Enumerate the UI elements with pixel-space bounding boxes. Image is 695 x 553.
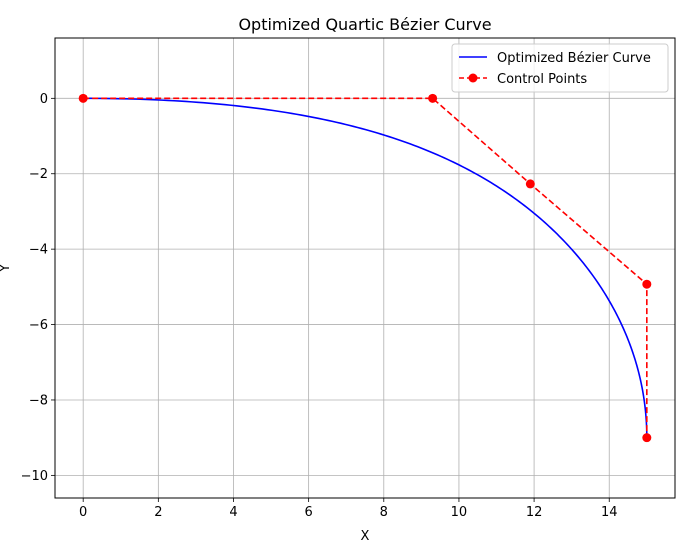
y-tick-label: −4 xyxy=(29,243,48,258)
x-tick-label: 10 xyxy=(451,505,468,520)
y-tick-label: −2 xyxy=(29,167,48,182)
x-tick-label: 0 xyxy=(79,505,87,520)
legend-box xyxy=(451,43,669,93)
y-tick-label: −10 xyxy=(21,469,48,484)
y-axis-label: Y xyxy=(0,264,13,273)
x-tick-label: 12 xyxy=(526,505,543,520)
x-tick-label: 6 xyxy=(304,505,312,520)
control-point-marker xyxy=(642,279,652,289)
legend-control-label: Control Points xyxy=(497,72,587,87)
x-tick-label: 2 xyxy=(154,505,162,520)
bezier-curve-layer xyxy=(83,97,648,438)
x-tick-label: 14 xyxy=(601,505,618,520)
x-tick-label: 4 xyxy=(229,505,237,520)
chart-title: Optimized Quartic Bézier Curve xyxy=(238,15,491,34)
x-axis-label: X xyxy=(361,529,370,544)
control-points-layer xyxy=(78,93,652,443)
bezier-curve-line xyxy=(83,97,648,438)
control-point-marker xyxy=(78,93,88,103)
legend-control-marker xyxy=(468,73,478,83)
control-point-marker xyxy=(428,93,438,103)
control-point-marker xyxy=(642,433,652,443)
plot-frame xyxy=(54,37,676,499)
legend: Optimized Bézier Curve Control Points xyxy=(451,43,669,93)
y-tick-label: −6 xyxy=(29,318,48,333)
legend-bezier-label: Optimized Bézier Curve xyxy=(497,51,651,66)
y-tick-label: 0 xyxy=(40,92,48,107)
y-tick-label: −8 xyxy=(29,393,48,408)
axis-ticks: 0 2 4 6 8 10 12 14 −10 −8 −6 −4 −2 0 xyxy=(21,92,618,520)
x-tick-label: 8 xyxy=(380,505,388,520)
control-point-marker xyxy=(525,179,535,189)
